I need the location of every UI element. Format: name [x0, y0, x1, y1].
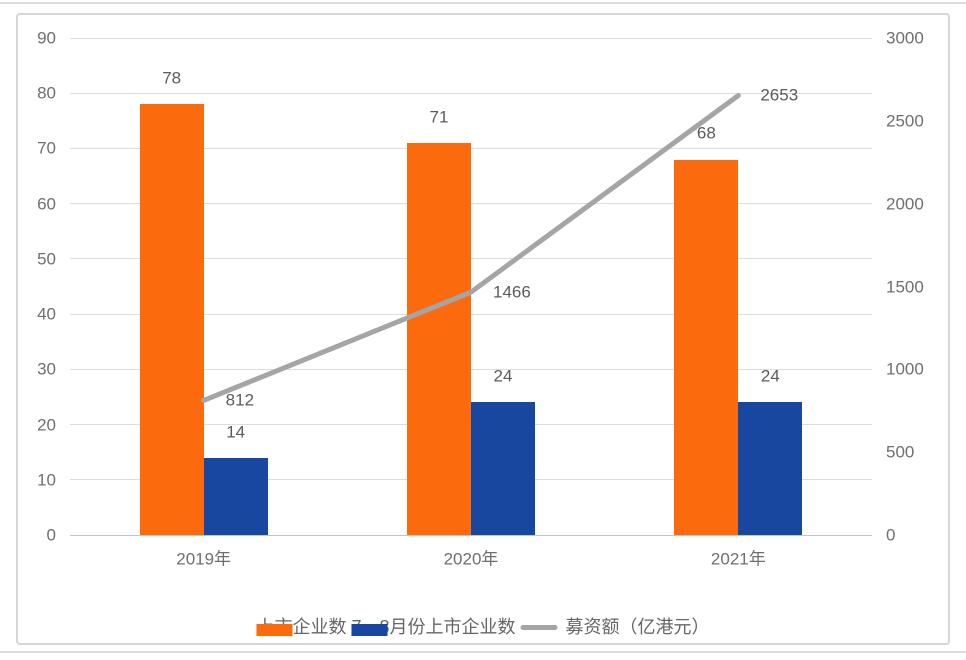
gridline — [70, 368, 872, 370]
y-axis-right-tick-label: 3000 — [886, 28, 924, 48]
legend-item-上市企业数: 上市企业数 — [256, 618, 346, 636]
y-axis-left-tick-label: 10 — [37, 470, 56, 490]
bar-上市企业数-2019年 — [139, 104, 204, 535]
bar-7、8月份上市企业数-2021年 — [738, 402, 803, 535]
y-axis-right-tick-label: 1500 — [886, 277, 924, 296]
y-axis-left-tick-label: 90 — [37, 28, 56, 48]
gridline — [70, 203, 872, 205]
legend-label: 7、8月份上市企业数 — [351, 617, 516, 637]
bar-value-label: 71 — [429, 107, 449, 127]
legend-swatch-icon — [256, 624, 293, 636]
plot-area: 0 10 20 30 40 50 60 70 80 90 0 500 1000 1500 2000 2500 3… — [37, 30, 924, 568]
line-series-募资额（亿港元） — [201, 92, 741, 403]
y-axis-right-tick-label: 1000 — [886, 359, 924, 379]
bar-上市企业数-2020年 — [407, 142, 471, 535]
x-axis-tick-label: 2019年 — [176, 549, 232, 569]
line-value-label: 1466 — [493, 282, 531, 302]
bar-value-label: 68 — [696, 123, 716, 143]
top-rule — [0, 2, 966, 4]
bar-value-label: 14 — [226, 422, 246, 442]
bar-7、8月份上市企业数-2019年 — [203, 457, 268, 535]
bar-7、8月份上市企业数-2020年 — [471, 402, 535, 535]
y-axis-left-tick-label: 80 — [37, 83, 56, 103]
y-axis-left-tick-label: 50 — [37, 249, 56, 269]
legend-swatch-icon — [520, 624, 558, 630]
bar-value-label: 24 — [493, 366, 513, 386]
gridline — [70, 37, 872, 39]
line-value-label: 2653 — [760, 85, 799, 105]
y-axis-left-tick-label: 30 — [37, 359, 56, 379]
y-axis-left-tick-label: 20 — [37, 415, 56, 435]
y-axis-left-tick-label: 0 — [46, 525, 56, 545]
legend-item-募资额（亿港元）: 募资额（亿港元） — [520, 617, 710, 637]
x-axis-tick-label: 2021年 — [710, 549, 766, 569]
y-axis-right-tick-label: 0 — [886, 525, 896, 545]
y-axis-right-tick-label: 500 — [886, 442, 915, 462]
chart-legend: 上市企业数 7、8月份上市企业数 募资额（亿港元） — [256, 617, 710, 637]
legend-label: 募资额（亿港元） — [565, 617, 710, 637]
gridline — [70, 147, 872, 149]
x-axis-line — [70, 534, 872, 536]
gridline — [70, 92, 872, 94]
y-axis-right-tick-label: 2000 — [886, 194, 924, 214]
y-axis-right-tick-label: 2500 — [886, 111, 924, 131]
legend-item-7、8月份上市企业数: 7、8月份上市企业数 — [351, 617, 516, 637]
x-axis-tick-label: 2020年 — [443, 549, 499, 569]
y-axis-left-tick-label: 60 — [37, 194, 56, 214]
y-axis-left-tick-label: 70 — [37, 138, 56, 158]
legend-swatch-icon — [351, 624, 388, 636]
gridline — [70, 313, 872, 315]
y-axis-left-tick-label: 40 — [37, 304, 56, 324]
bottom-rule — [0, 651, 966, 653]
bar-上市企业数-2021年 — [674, 159, 739, 535]
bar-value-label: 78 — [162, 68, 182, 88]
bar-value-label: 24 — [760, 366, 780, 386]
line-value-label: 812 — [225, 390, 255, 410]
gridline — [70, 258, 872, 260]
